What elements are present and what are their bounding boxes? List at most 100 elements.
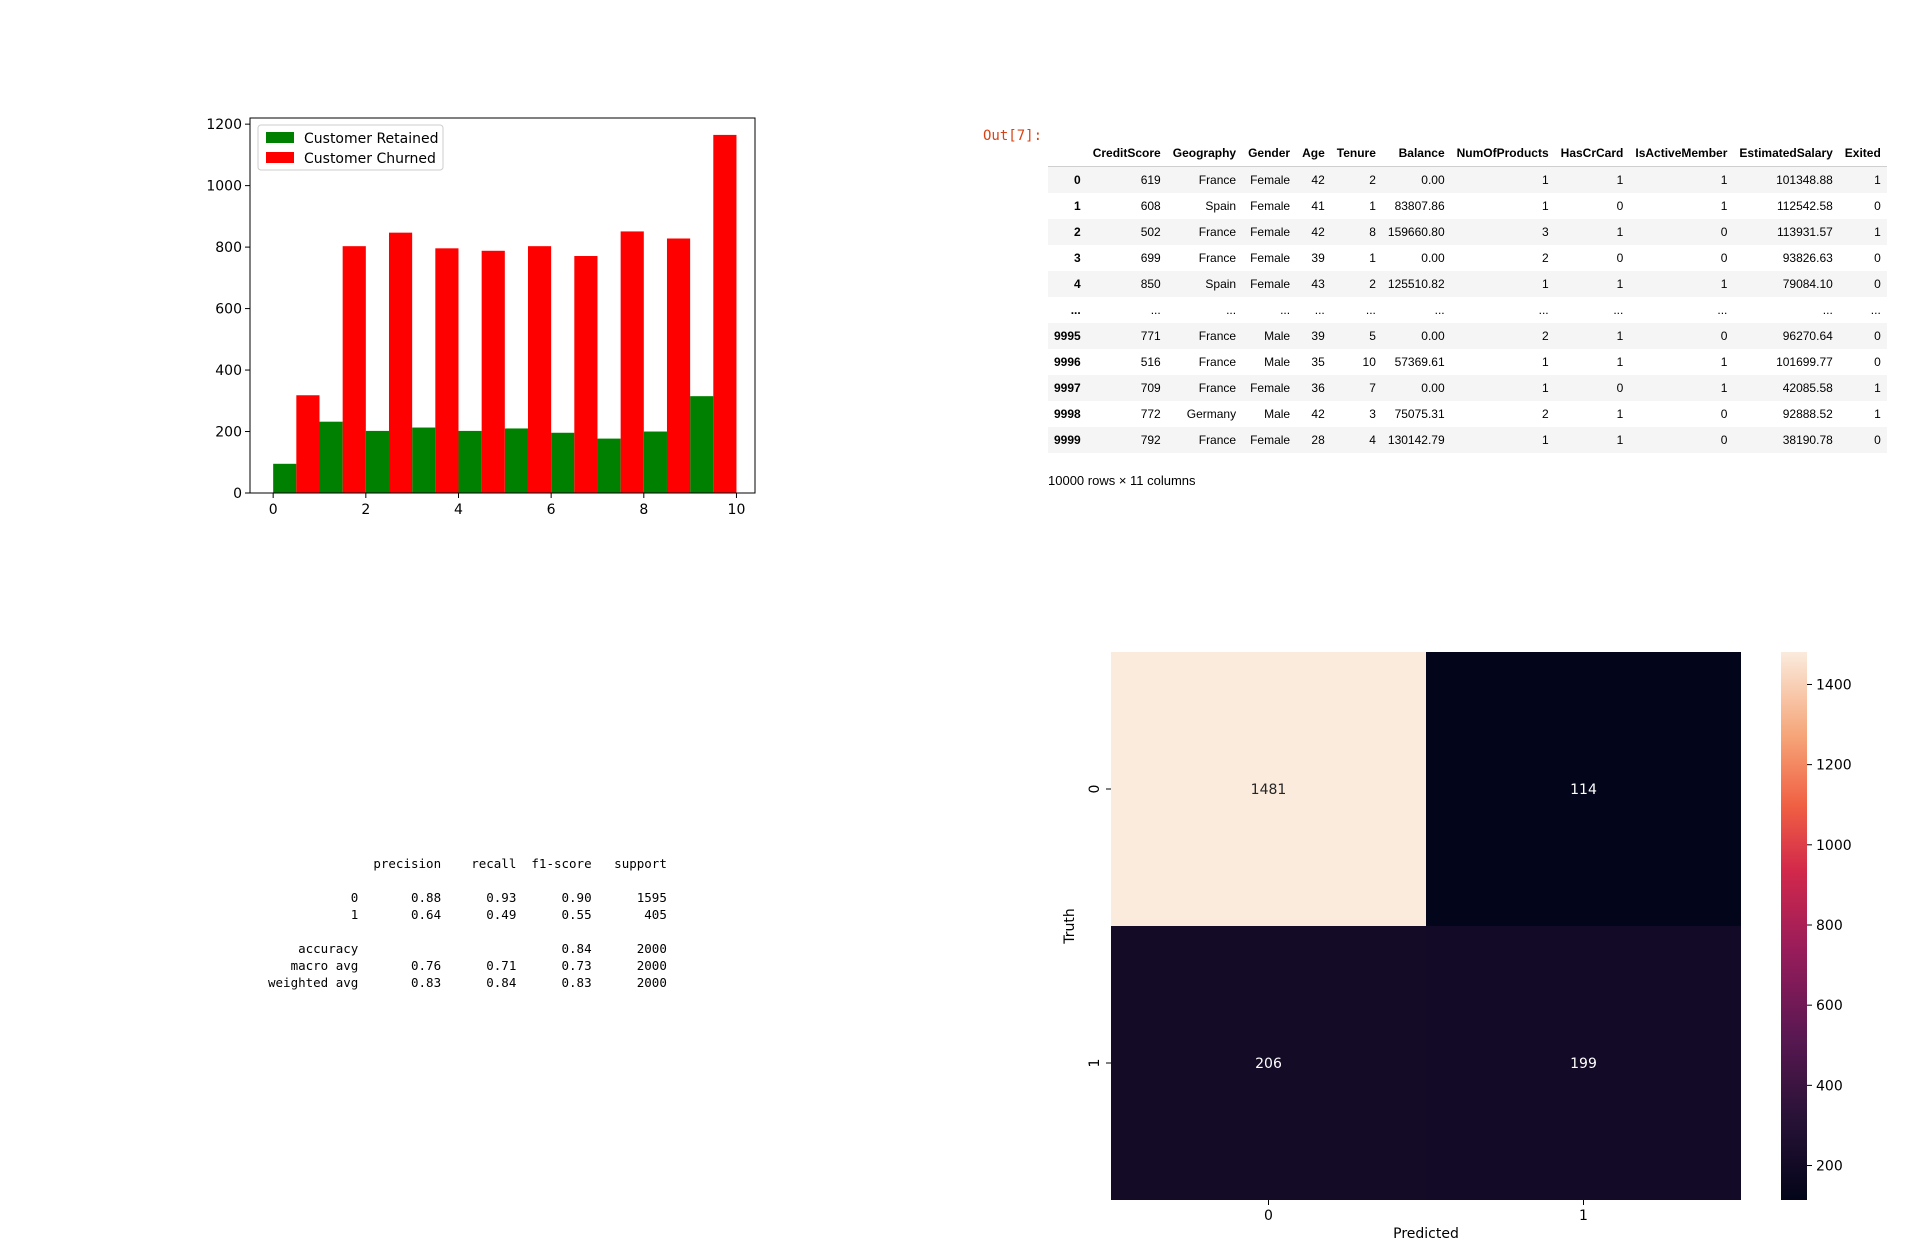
table-cell: 43 xyxy=(1311,277,1325,291)
table-cell: ... xyxy=(1150,303,1161,317)
dataframe-body: 0 619 France Female 42 2 0.00 1 1 1 101348.88 1 1 608… xyxy=(1048,166,1887,453)
table-cell: 83807.86 xyxy=(1394,199,1445,213)
table-cell: 130142.79 xyxy=(1387,433,1445,447)
x-tick-label: 0 xyxy=(1264,1208,1273,1224)
churn-histogram-chart: 0 200 400 600 800 1000 1200 0 2 4 6 8 10 Customer Ret… xyxy=(206,117,756,518)
table-cell: 112542.58 xyxy=(1776,199,1833,213)
table-row: 3 699 France Female 39 1 0.00 2 0 0 93826.63 0 xyxy=(1048,245,1887,271)
table-cell: 0 xyxy=(1874,329,1881,343)
table-cell: 709 xyxy=(1140,381,1161,395)
table-row: 9999 792 France Female 28 4 130142.79 1 1 0 38190.… xyxy=(1048,427,1887,453)
table-cell: 1 xyxy=(1720,277,1728,291)
table-cell: 7 xyxy=(1369,381,1376,395)
retained-bar xyxy=(412,427,436,493)
table-cell: 0 xyxy=(1720,407,1728,421)
table-cell: 619 xyxy=(1140,173,1161,187)
plot-frame xyxy=(249,117,756,494)
table-cell: ... xyxy=(1613,303,1624,317)
retained-bar xyxy=(365,430,389,493)
dataframe-column-header: Balance xyxy=(1381,140,1451,167)
retained-bar xyxy=(551,432,575,493)
y-tick-label: 1 xyxy=(1087,1059,1103,1068)
table-cell: 42 xyxy=(1311,225,1325,239)
x-tick-label: 8 xyxy=(639,502,648,518)
heatmap-annotation: 114 xyxy=(1570,782,1597,798)
table-cell: 0.00 xyxy=(1421,329,1445,343)
table-row: .................................... xyxy=(1048,297,1887,323)
table-cell: 42085.58 xyxy=(1782,381,1833,395)
table-cell: 608 xyxy=(1140,199,1161,213)
table-row: 9996 516 France Male 35 10 57369.61 1 1 1 101699.7… xyxy=(1048,349,1887,375)
table-cell: Female xyxy=(1250,173,1291,187)
y-tick-label: 1200 xyxy=(206,117,242,133)
y-tick-label: 600 xyxy=(215,302,242,318)
table-cell: ... xyxy=(1822,303,1833,317)
table-cell: 1 xyxy=(1541,355,1549,369)
row-index-cell: 3 xyxy=(1074,251,1081,265)
retained-bar xyxy=(643,431,667,493)
table-cell: 0 xyxy=(1720,225,1728,239)
table-cell: 75075.31 xyxy=(1394,407,1445,421)
table-cell: 79084.10 xyxy=(1782,277,1833,291)
table-cell: 0 xyxy=(1874,199,1881,213)
row-index-cell: 9997 xyxy=(1054,381,1081,395)
churned-bar xyxy=(342,246,366,493)
table-cell: 10 xyxy=(1362,355,1376,369)
y-tick-label: 800 xyxy=(215,240,242,256)
table-cell: 1 xyxy=(1541,173,1549,187)
table-cell: 1 xyxy=(1720,199,1728,213)
colorbar-tick-label: 1000 xyxy=(1816,838,1852,854)
table-cell: 771 xyxy=(1140,329,1161,343)
confusion-matrix-heatmap: 1481 114 206 199 0 1 0 1 Predicted Truth 200 400 600… xyxy=(1062,652,1852,1240)
table-cell: 36 xyxy=(1311,381,1325,395)
colorbar xyxy=(1781,652,1807,1200)
table-cell: 5 xyxy=(1369,329,1376,343)
table-cell: 1 xyxy=(1616,225,1624,239)
table-cell: 101348.88 xyxy=(1776,173,1833,187)
table-cell: 516 xyxy=(1140,355,1161,369)
colorbar-tick-label: 1200 xyxy=(1816,758,1852,774)
x-tick-label: 0 xyxy=(269,502,278,518)
output-prompt: Out[7]: xyxy=(983,128,1043,144)
heatmap-cell xyxy=(1111,926,1426,1200)
dataframe-table: CreditScore Geography Gender Age Tenure Balan… xyxy=(1048,140,1887,453)
table-cell: ... xyxy=(1314,303,1325,317)
table-cell: 0 xyxy=(1874,277,1881,291)
table-cell: 93826.63 xyxy=(1782,251,1833,265)
chart-legend: Customer Retained Customer Churned xyxy=(257,124,444,171)
table-row: 9995 771 France Male 39 5 0.00 2 1 0 96270.64 0 xyxy=(1048,323,1887,349)
retained-bar xyxy=(504,428,528,493)
retained-bar xyxy=(273,463,297,493)
table-cell: 0 xyxy=(1874,355,1881,369)
table-cell: Female xyxy=(1250,433,1291,447)
colorbar-tick-label: 1400 xyxy=(1816,677,1852,693)
dataframe-column-header: Gender xyxy=(1242,140,1297,167)
table-cell: 1 xyxy=(1616,407,1624,421)
table-cell: 2 xyxy=(1541,329,1549,343)
row-index-cell: 9998 xyxy=(1054,407,1081,421)
churned-bar xyxy=(666,238,691,493)
table-cell: 1 xyxy=(1616,355,1624,369)
table-cell: 0 xyxy=(1720,329,1728,343)
classification-report: precision recall f1-score support 0 0.88… xyxy=(268,856,667,990)
table-cell: 125510.82 xyxy=(1387,277,1445,291)
table-cell: 1 xyxy=(1369,251,1376,265)
legend-label: Customer Churned xyxy=(304,151,436,167)
dataframe-column-header: NumOfProducts xyxy=(1450,140,1555,167)
dataframe-header-row: CreditScore Geography Gender Age Tenure Balan… xyxy=(1048,140,1887,167)
table-cell: 2 xyxy=(1369,277,1376,291)
table-cell: ... xyxy=(1717,303,1728,317)
row-index-cell: 2 xyxy=(1074,225,1081,239)
dataframe-column-header: CreditScore xyxy=(1086,140,1167,167)
colorbar-tick-label: 600 xyxy=(1816,998,1843,1014)
dataframe-column-header: Tenure xyxy=(1330,140,1382,167)
churned-bar xyxy=(388,232,413,493)
dataframe-shape: 10000 rows × 11 columns xyxy=(1048,473,1196,488)
table-cell: 41 xyxy=(1311,199,1325,213)
legend-swatch xyxy=(266,152,294,163)
table-cell: Female xyxy=(1250,199,1291,213)
y-tick-label: 400 xyxy=(215,363,242,379)
churned-bar xyxy=(620,231,644,494)
table-cell: 1 xyxy=(1874,173,1881,187)
colorbar-tick-label: 800 xyxy=(1816,918,1843,934)
